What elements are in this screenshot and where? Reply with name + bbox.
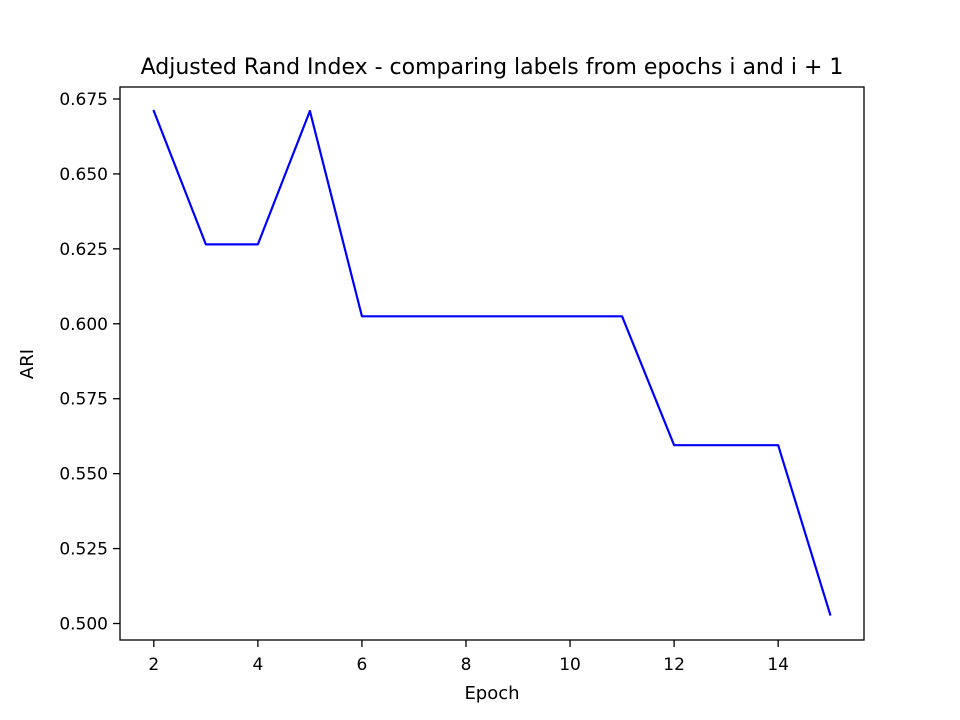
data-point-1-5 [359,314,364,319]
x-tick-label-7: 14 [767,655,789,675]
x-tick-label-6: 12 [663,655,685,675]
plot-area [120,87,864,640]
y-tick-label-5: 0.600 [59,315,108,335]
y-tick-label-7: 0.650 [59,165,108,185]
data-point-1-3 [255,242,260,247]
data-point-1-7 [463,314,468,319]
y-axis-label: ARI [17,349,38,379]
data-point-1-1 [151,108,156,113]
x-tick-label-2: 4 [252,655,263,675]
x-axis-ticks: 2 4 6 8 10 12 14 [148,640,789,675]
data-point-1-10 [620,314,625,319]
y-tick-label-8: 0.675 [59,90,108,110]
data-point-1-12 [724,443,729,448]
x-axis-label: Epoch [464,683,519,704]
y-tick-label-2: 0.525 [59,540,108,560]
data-point-1-4 [307,108,312,113]
y-tick-label-3: 0.550 [59,465,108,485]
data-point-1-8 [516,314,521,319]
data-point-1-2 [203,242,208,247]
plot-frame [119,86,865,641]
data-point-1-9 [568,314,573,319]
y-tick-label-4: 0.575 [59,390,108,410]
y-axis-ticks: 0.500 0.525 0.550 0.575 0.600 0.625 0.650 0.675 [59,90,120,635]
data-point-1-14 [828,612,833,617]
x-tick-label-3: 6 [357,655,368,675]
x-tick-label-5: 10 [559,655,581,675]
y-tick-label-6: 0.625 [59,240,108,260]
chart-title: Adjusted Rand Index - comparing labels f… [141,55,844,80]
y-tick-label-1: 0.500 [59,615,108,635]
data-point-1-6 [411,314,416,319]
series-layer [151,108,833,617]
x-tick-label-1: 2 [148,655,159,675]
data-point-1-11 [672,443,677,448]
x-tick-label-4: 8 [461,655,472,675]
series-line-1 [152,109,832,616]
data-point-1-13 [776,443,781,448]
